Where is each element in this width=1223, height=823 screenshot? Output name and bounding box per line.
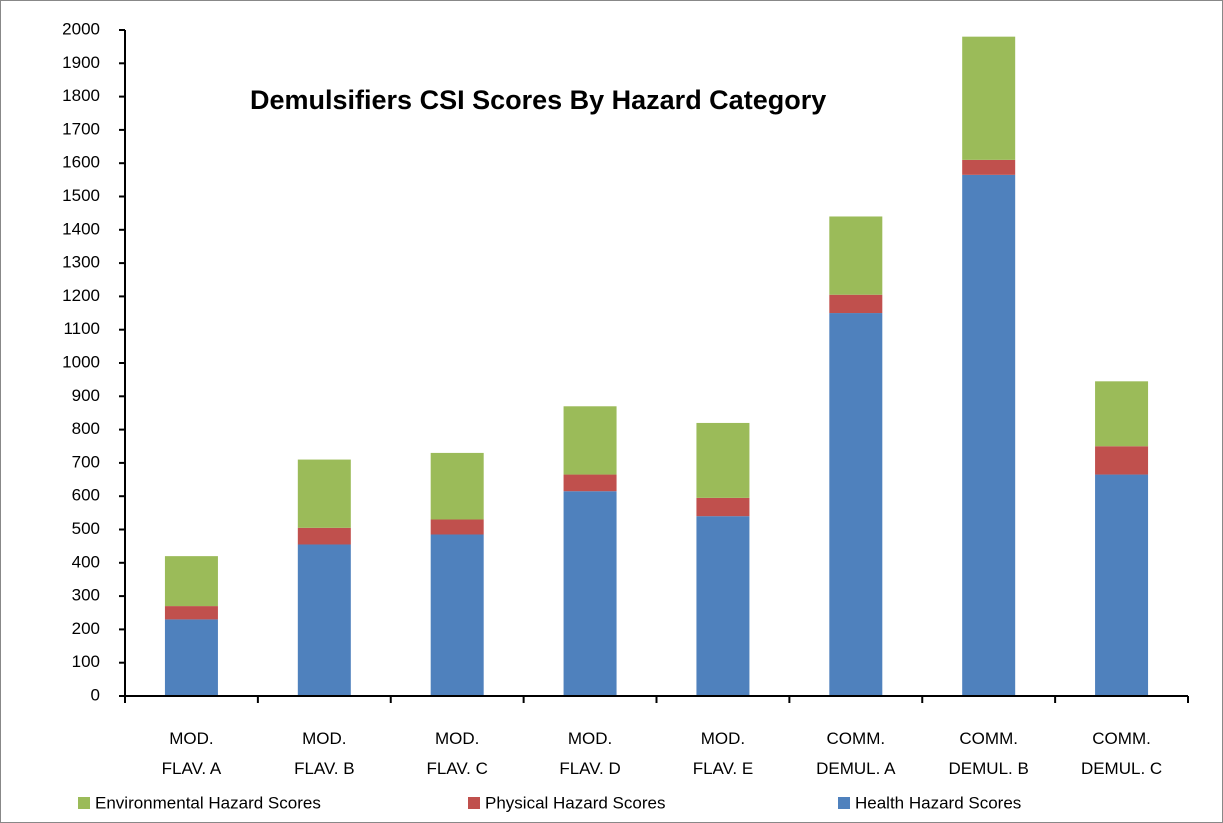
bar-segment [696,497,750,517]
y-tick-label: 1600 [62,153,100,172]
y-tick-label: 900 [72,386,100,405]
bar-segment [1095,446,1149,475]
y-tick-label: 1000 [62,352,100,371]
legend-swatch [468,797,480,809]
bar-segment [563,474,617,492]
bar-segment [297,459,351,528]
bar-segment [297,544,351,696]
chart-title: Demulsifiers CSI Scores By Hazard Catego… [250,85,826,115]
y-tick-label: 1900 [62,53,100,72]
bar-segment [164,556,218,607]
y-tick-label: 2000 [62,19,100,38]
bar-segment [430,534,484,696]
bar-segment [962,159,1016,175]
legend-label: Physical Hazard Scores [485,793,665,812]
bar-segment [829,294,883,314]
x-tick-label: MOD. FLAV. D [559,729,620,778]
x-tick-label: MOD. FLAV. C [426,729,487,778]
y-tick-label: 300 [72,586,100,605]
bar-segment [696,422,750,498]
bar-segment [962,36,1016,160]
bar-segment [430,519,484,535]
y-tick-label: 1100 [63,319,100,338]
x-tick-label: COMM. DEMUL. A [816,729,896,778]
x-tick-label: MOD. FLAV. E [693,729,753,778]
y-tick-label: 1300 [62,253,100,272]
bar-segment [563,406,617,475]
bar-segment [1095,381,1149,447]
bar-segment [962,174,1016,697]
legend-swatch [78,797,90,809]
bar-segment [164,606,218,620]
y-tick-label: 700 [72,452,100,471]
legend-swatch [838,797,850,809]
bar-segment [829,313,883,696]
y-tick-label: 1500 [62,186,100,205]
bar-segment [430,452,484,520]
y-tick-label: 1200 [62,286,100,305]
bar-segment [829,216,883,295]
y-tick-label: 1700 [62,119,100,138]
x-tick-label: COMM. DEMUL. B [949,729,1029,778]
bar-segment [297,527,351,545]
x-tick-label: MOD. FLAV. A [162,729,222,778]
y-tick-label: 100 [72,652,100,671]
y-tick-label: 500 [72,519,100,538]
bar-segment [563,491,617,696]
bar-segment [696,516,750,696]
legend-label: Health Hazard Scores [855,793,1021,812]
y-tick-label: 400 [72,552,100,571]
y-tick-label: 200 [72,619,100,638]
x-tick-label: MOD. FLAV. B [294,729,354,778]
y-tick-label: 800 [72,419,100,438]
y-tick-label: 1800 [62,86,100,105]
x-tick-label: COMM. DEMUL. C [1081,729,1162,778]
y-tick-label: 600 [72,486,100,505]
y-tick-label: 1400 [62,219,100,238]
bar-segment [164,619,218,696]
y-tick-label: 0 [91,685,100,704]
legend-label: Environmental Hazard Scores [95,793,321,812]
bar-segment [1095,474,1149,696]
